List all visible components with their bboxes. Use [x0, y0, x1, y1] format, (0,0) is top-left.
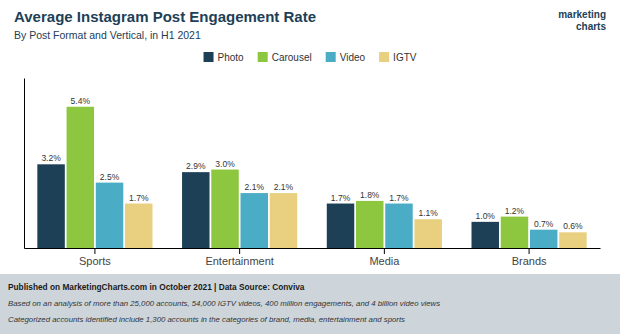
subtitle: By Post Format and Vertical, in H1 2021: [14, 29, 201, 41]
bar: [472, 222, 499, 248]
bar: [327, 204, 354, 248]
data-label: 2.5%: [100, 172, 120, 182]
footer-note: Based on an analysis of more than 25,000…: [8, 299, 440, 308]
x-tick-label: Brands: [512, 255, 547, 267]
bar: [182, 172, 209, 248]
data-label: 2.9%: [186, 161, 206, 171]
bar: [37, 164, 64, 248]
legend-item: Carousel: [258, 52, 312, 63]
data-label: 1.0%: [476, 211, 496, 221]
legend-label: Carousel: [272, 52, 312, 63]
data-label: 1.2%: [505, 206, 525, 216]
data-label: 3.2%: [41, 153, 61, 163]
legend-label: Photo: [218, 52, 245, 63]
data-label: 1.7%: [129, 193, 149, 203]
x-tick: Brands: [512, 248, 547, 267]
y-axis: [24, 79, 25, 249]
series: [67, 107, 529, 248]
legend-item: Photo: [204, 52, 245, 63]
data-label: 0.6%: [563, 221, 583, 231]
bar: [559, 232, 586, 248]
legend-label: Video: [340, 52, 366, 63]
bar: [385, 204, 412, 248]
x-tick-label: Media: [369, 255, 400, 267]
bar: [67, 107, 94, 248]
footer-note: Published on MarketingCharts.com in Octo…: [8, 282, 305, 292]
x-tick: Sports: [79, 248, 111, 267]
logo-text: charts: [576, 21, 606, 32]
legend-item: Video: [326, 52, 366, 63]
data-label: 1.1%: [419, 208, 439, 218]
footer-note: Categorized accounts identified include …: [8, 315, 405, 324]
data-label: 1.8%: [360, 190, 380, 200]
x-tick-mark: [384, 248, 385, 254]
x-axis: Sports Entertainment Media Brands: [25, 248, 601, 267]
legend: Photo Carousel Video IGTV: [204, 52, 417, 63]
data-label: 5.4%: [71, 96, 91, 106]
x-tick-label: Entertainment: [205, 255, 273, 267]
data-label: 0.7%: [534, 219, 554, 229]
legend-swatch: [258, 52, 268, 62]
bar: [270, 193, 297, 248]
legend-label: IGTV: [393, 52, 417, 63]
data-label: 2.1%: [245, 182, 265, 192]
x-tick-mark: [94, 248, 95, 254]
x-tick: Entertainment: [205, 248, 273, 267]
x-tick-mark: [529, 248, 530, 254]
x-tick: Media: [369, 248, 400, 267]
bar: [211, 170, 238, 248]
legend-swatch: [379, 52, 389, 62]
bar: [501, 217, 528, 248]
bar: [530, 230, 557, 248]
x-tick-mark: [239, 248, 240, 254]
series: [96, 183, 558, 248]
legend-swatch: [204, 52, 214, 62]
series: [125, 193, 587, 248]
data-labels: 3.2% 2.9% 1.7% 1.0% 5.4% 3.0% 1.8% 1.2% 2.5% 2.1%…: [41, 96, 583, 232]
logo-text: marketing: [558, 9, 606, 20]
x-axis-line: [25, 248, 601, 249]
legend-item: IGTV: [379, 52, 417, 63]
title: Average Instagram Post Engagement Rate: [14, 8, 316, 25]
bars: [37, 107, 586, 248]
bar: [125, 204, 152, 248]
legend-swatch: [326, 52, 336, 62]
y-axis-line: [24, 79, 25, 249]
bar: [414, 219, 441, 248]
data-label: 1.7%: [389, 193, 409, 203]
series: [37, 164, 499, 248]
bar: [96, 183, 123, 248]
footer-background: [0, 274, 620, 334]
data-label: 2.1%: [274, 182, 294, 192]
chart: Average Instagram Post Engagement Rate By…: [0, 0, 620, 334]
data-label: 1.7%: [331, 193, 351, 203]
bar: [241, 193, 268, 248]
bar: [356, 201, 383, 248]
x-tick-label: Sports: [79, 255, 111, 267]
data-label: 3.0%: [215, 159, 235, 169]
